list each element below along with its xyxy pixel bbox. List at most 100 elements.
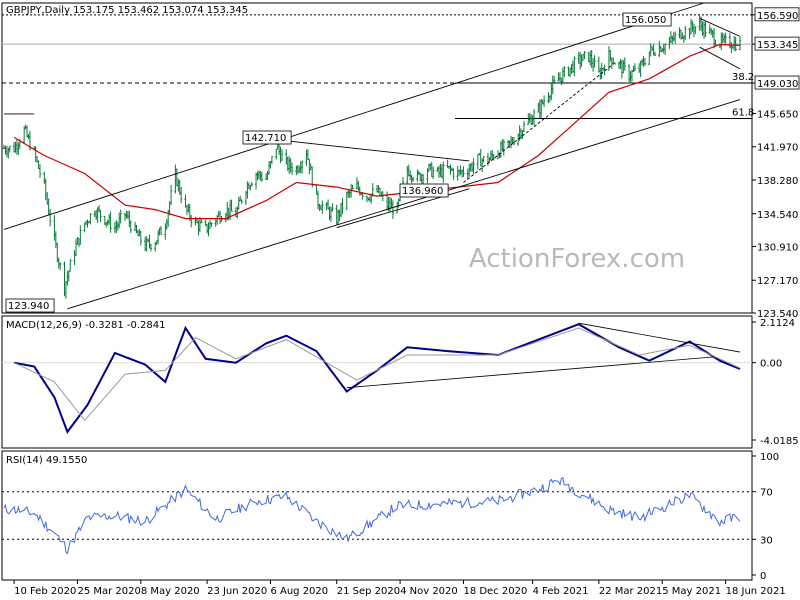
price-bar (371, 183, 374, 197)
price-bar (240, 199, 243, 204)
price-bar (38, 164, 42, 178)
channel-lower-line (67, 99, 741, 310)
price-y-tick-label: 145.650 (757, 110, 798, 121)
price-y-tick-label: 153.345 (757, 40, 798, 51)
rsi-y-tick-label: 0 (760, 571, 766, 582)
price-bar (492, 154, 495, 161)
price-bar (190, 215, 193, 228)
price-bar (250, 182, 253, 187)
high-156-label: 156.050 (625, 15, 666, 26)
price-y-tick-label: 138.280 (757, 176, 798, 187)
price-y-tick-label: 156.590 (757, 11, 798, 22)
x-tick-label: 21 Sep 2020 (337, 586, 400, 597)
price-bar (633, 63, 637, 72)
price-bar (321, 200, 324, 214)
price-bar (694, 26, 697, 35)
rsi-panel: 100 70 30 0 RSI(14) 49.1550 (2, 452, 779, 582)
x-tick-label: 18 Jun 2021 (726, 586, 786, 597)
price-y-tick-label: 123.540 (757, 309, 798, 320)
price-bar (169, 184, 173, 206)
price-bar (139, 230, 143, 246)
price-y-tick-label: 127.170 (757, 276, 798, 287)
price-bar (48, 208, 52, 227)
rsi-panel-title: RSI(14) 49.1550 (6, 455, 87, 466)
price-bar (290, 162, 294, 175)
price-bar (613, 62, 616, 65)
x-tick-label: 8 May 2020 (141, 586, 200, 597)
price-bar (532, 108, 536, 126)
price-bar (260, 172, 264, 182)
watermark: ActionForex.com (469, 244, 685, 274)
price-bar (411, 177, 415, 182)
x-tick-label: 25 Mar 2020 (77, 586, 140, 597)
x-tick-label: 23 Jun 2020 (207, 586, 267, 597)
price-bar (462, 166, 465, 177)
panel-frames (1, 2, 753, 581)
price-annotations: 156.050 142.710 136.960 123.940 (5, 12, 672, 313)
price-bar (563, 66, 566, 78)
price-bar (522, 120, 526, 133)
price-y-tick-label: 130.910 (757, 243, 798, 254)
price-panel-frame (1, 2, 753, 314)
price-bar (502, 139, 505, 156)
price-bar (512, 137, 516, 146)
trend-lines (3, 2, 741, 310)
price-bar (361, 192, 364, 200)
low-136-label: 136.960 (402, 186, 443, 197)
price-level-box (754, 75, 800, 90)
price-bar (159, 225, 163, 235)
rsi-line (3, 476, 741, 555)
price-bars (2, 15, 742, 299)
macd-resistance-trendline (578, 322, 741, 353)
price-bar (421, 174, 425, 186)
price-bar (230, 199, 233, 212)
price-bar (724, 32, 727, 44)
price-bar (573, 56, 576, 77)
price-bar (341, 198, 344, 215)
low-123-label: 123.940 (8, 301, 49, 312)
x-tick-label: 5 May 2021 (662, 586, 721, 597)
macd-panel-frame (1, 315, 753, 449)
price-level-box (754, 36, 800, 51)
price-bar (200, 219, 203, 224)
x-tick-label: 4 Feb 2021 (533, 586, 589, 597)
price-y-axis: 156.590 153.345 149.030 145.650 141.970 138.2… (752, 7, 800, 320)
price-bar (391, 200, 395, 219)
price-bar (442, 161, 445, 183)
price-bar (89, 213, 92, 225)
price-bar (58, 262, 62, 271)
wedge-lower-line (699, 46, 741, 70)
fib-38-label: 38.2 (732, 72, 754, 83)
rsi-y-tick-label: 30 (760, 535, 773, 546)
x-tick-label: 6 Aug 2020 (270, 586, 328, 597)
x-tick-label: 22 Mar 2021 (599, 586, 662, 597)
price-bar (149, 243, 153, 252)
price-bar (653, 51, 657, 57)
price-bar (119, 209, 122, 224)
price-bar (482, 156, 485, 163)
rsi-y-tick-label: 100 (760, 452, 779, 463)
channel-upper-line (3, 2, 705, 230)
price-y-tick-label: 149.030 (757, 79, 798, 90)
fib-61-label: 61.8 (732, 107, 754, 118)
x-tick-label: 4 Nov 2020 (400, 586, 458, 597)
price-y-tick-label: 141.970 (757, 143, 798, 154)
price-bar (179, 187, 183, 204)
price-bar (210, 222, 213, 227)
price-bar (331, 203, 334, 212)
price-bar (738, 36, 742, 51)
price-bar (79, 225, 82, 245)
price-bar (432, 166, 435, 180)
price-bar (714, 39, 717, 46)
price-bar (99, 210, 102, 223)
macd-y-tick-label: 0.00 (760, 359, 782, 370)
price-bar (452, 168, 455, 181)
price-bar (300, 160, 304, 174)
price-bar (684, 25, 687, 40)
rsi-y-tick-label: 70 (760, 488, 773, 499)
price-bar (351, 184, 354, 190)
price-bar (129, 220, 132, 234)
price-y-tick-label: 134.540 (757, 210, 798, 221)
price-bar (704, 21, 707, 38)
